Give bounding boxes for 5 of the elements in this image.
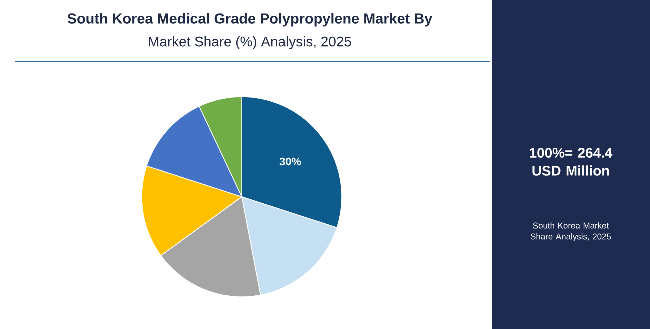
chart-subtitle: Market Share (%) Analysis, 2025 [149, 36, 352, 50]
text: South Korea Market Share Analysis, 2025 [530, 222, 612, 242]
data-label: 30% [280, 158, 302, 166]
chart-title: South Korea Medical Grade Polypropylene Market By [68, 13, 433, 27]
text: 100%= 264.4 USD Million [530, 148, 613, 176]
